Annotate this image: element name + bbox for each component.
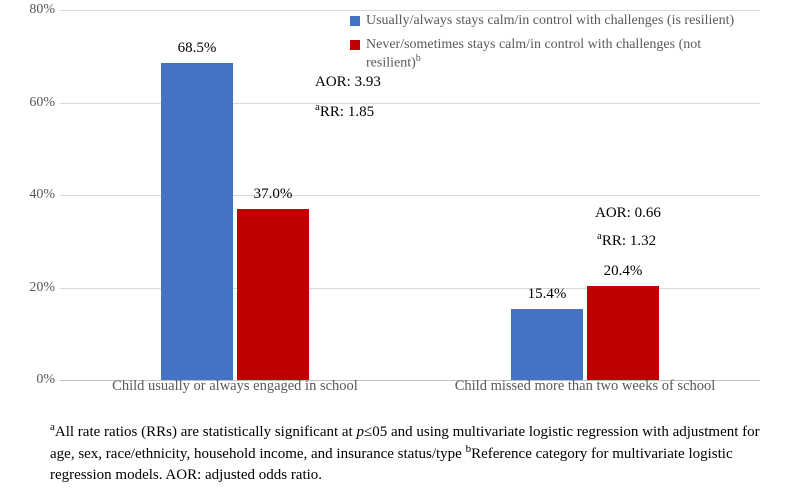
legend-text: Usually/always stays calm/in control wit… (366, 12, 734, 30)
bar-value-label: 37.0% (233, 186, 313, 203)
y-tick-label: 40% (15, 187, 55, 203)
bar-not_resilient (587, 286, 659, 380)
footnote-p: p (356, 424, 364, 440)
annotation-rr: aRR: 1.85 (315, 101, 374, 121)
annotation-rr: aRR: 1.32 (597, 230, 656, 250)
legend-item: Never/sometimes stays calm/in control wi… (350, 36, 756, 73)
gridline (60, 10, 760, 11)
y-tick-label: 60% (15, 95, 55, 111)
bar-resilient (511, 309, 583, 380)
legend-swatch (350, 16, 360, 26)
bar-value-label: 15.4% (507, 286, 587, 303)
bar-resilient (161, 63, 233, 380)
footnote-part1: All rate ratios (RRs) are statistically … (55, 424, 357, 440)
x-category-label: Child missed more than two weeks of scho… (455, 378, 716, 395)
bar-not_resilient (237, 209, 309, 380)
legend-swatch (350, 40, 360, 50)
legend-item: Usually/always stays calm/in control wit… (350, 12, 756, 30)
bar-value-label: 20.4% (583, 263, 663, 280)
y-tick-label: 80% (15, 2, 55, 18)
x-category-label: Child usually or always engaged in schoo… (112, 378, 358, 395)
footnote: aAll rate ratios (RRs) are statistically… (50, 420, 760, 485)
chart-container: 0%20%40%60%80%68.5%37.0%AOR: 3.93aRR: 1.… (0, 0, 800, 500)
y-tick-label: 20% (15, 280, 55, 296)
bar-value-label: 68.5% (157, 40, 237, 57)
annotation-aor: AOR: 0.66 (595, 205, 661, 222)
y-tick-label: 0% (15, 372, 55, 388)
legend-text: Never/sometimes stays calm/in control wi… (366, 36, 756, 73)
legend: Usually/always stays calm/in control wit… (350, 12, 756, 78)
